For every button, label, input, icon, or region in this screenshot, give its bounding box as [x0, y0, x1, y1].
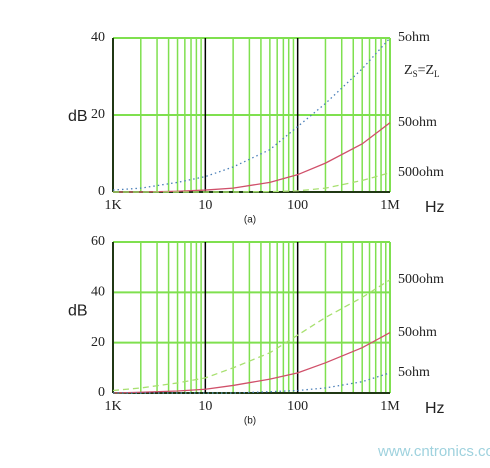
x-tick-label: 10: [198, 198, 212, 213]
y-tick-label: 20: [91, 107, 105, 122]
series-label: 5ohm: [398, 365, 430, 380]
x-tick-label: 100: [287, 399, 308, 414]
x-tick-label: 10: [198, 399, 212, 414]
watermark: www.cntronics.com: [377, 443, 490, 460]
series-line: [112, 332, 391, 394]
x-tick-label: 100: [287, 198, 308, 213]
y-tick-label: 0: [98, 184, 105, 199]
y-tick-label: 0: [98, 385, 105, 400]
x-tick-label: 1K: [104, 399, 121, 414]
y-axis-label: dB: [68, 108, 88, 125]
x-axis-label: Hz: [425, 199, 445, 216]
series-label: 5ohm: [398, 30, 430, 45]
annotation-part: =Z: [418, 63, 434, 78]
y-axis-label: dB: [68, 303, 88, 320]
x-tick-label: 1M: [380, 198, 400, 213]
y-tick-label: 40: [91, 30, 105, 45]
y-tick-label: 60: [91, 234, 105, 249]
series-line: [113, 372, 391, 394]
annotation-part: L: [434, 69, 440, 79]
series-line: [113, 122, 391, 193]
series-line: [112, 279, 391, 392]
annotation: ZS=ZL: [404, 63, 440, 79]
annotation-part: Z: [404, 63, 413, 78]
series-label: 500ohm: [398, 165, 444, 180]
series-label: 50ohm: [398, 115, 437, 130]
x-tick-label: 1K: [104, 198, 121, 213]
y-tick-label: 40: [91, 285, 105, 300]
series-line: [113, 172, 391, 193]
series-label: 500ohm: [398, 272, 444, 287]
y-tick-label: 20: [91, 335, 105, 350]
caption: (a): [244, 215, 256, 226]
x-axis-label: Hz: [425, 400, 445, 417]
caption: (b): [244, 416, 256, 427]
series-label: 50ohm: [398, 325, 437, 340]
annotation-part: S: [413, 69, 418, 79]
series-line: [112, 37, 391, 191]
x-tick-label: 1M: [380, 399, 400, 414]
